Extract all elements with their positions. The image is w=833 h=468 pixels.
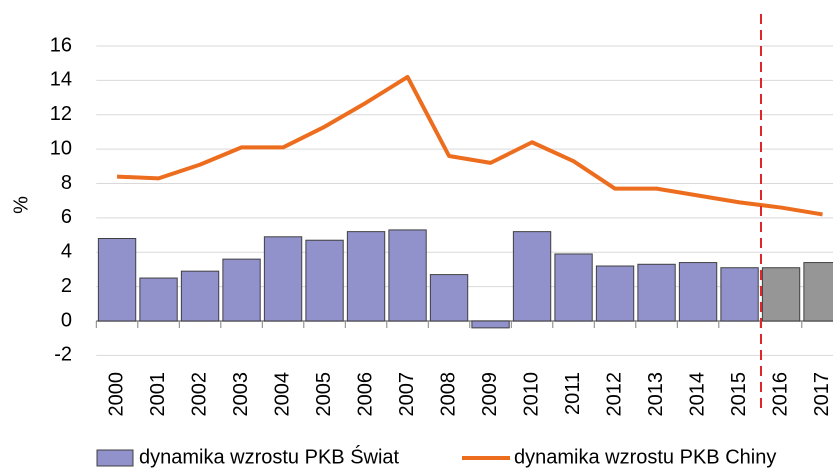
x-tick-label: 2003 [230, 372, 252, 417]
x-tick-label: 2011 [562, 372, 584, 415]
bar [720, 267, 759, 322]
x-tick-label: 2017 [811, 372, 833, 417]
x-tick-label: 2008 [437, 372, 459, 417]
x-tick-label: 2010 [520, 372, 542, 417]
bar [761, 267, 801, 322]
bar [388, 229, 427, 322]
bar [595, 265, 635, 322]
y-axis-label: % [10, 196, 32, 214]
bar [222, 258, 261, 322]
y-tick-label: 0 [61, 309, 72, 331]
y-tick-label: 12 [50, 103, 72, 125]
bar [97, 238, 137, 322]
x-tick-label: 2016 [769, 372, 791, 417]
bar [554, 253, 593, 322]
bar [429, 274, 469, 322]
x-tick-label: 2001 [147, 372, 169, 417]
y-tick-label: 6 [61, 206, 72, 228]
x-tick-label: 2000 [105, 372, 127, 417]
bar [637, 263, 676, 322]
legend-label: dynamika wzrostu PKB Chiny [514, 446, 776, 468]
legend-label: dynamika wzrostu PKB Świat [139, 444, 400, 468]
x-tick-label: 2009 [479, 372, 501, 417]
y-tick-label: -2 [54, 344, 72, 366]
x-tick-label: 2006 [354, 372, 376, 417]
y-tick-label: 16 [50, 34, 72, 56]
bar [512, 231, 552, 322]
line [116, 74, 823, 217]
y-tick-label: 4 [61, 241, 72, 263]
x-tick-label: 2014 [686, 372, 708, 417]
legend-swatch [96, 449, 134, 467]
x-tick-label: 2012 [603, 372, 625, 417]
x-tick-label: 2015 [728, 372, 750, 417]
x-tick-label: 2005 [313, 372, 335, 417]
bar [263, 236, 303, 322]
x-tick-label: 2013 [645, 372, 667, 417]
x-tick-label: 2004 [271, 372, 293, 417]
y-tick-label: 8 [61, 172, 72, 194]
bar [346, 231, 386, 322]
bar [678, 262, 718, 322]
y-tick-label: 14 [50, 69, 72, 91]
y-tick-label: 2 [61, 275, 72, 297]
bar [139, 277, 178, 322]
bar [471, 320, 510, 329]
y-tick-label: 10 [50, 137, 72, 159]
bar [180, 270, 220, 322]
bar [305, 239, 344, 322]
x-tick-label: 2002 [188, 372, 210, 417]
x-tick-label: 2007 [396, 372, 418, 417]
bar [803, 262, 833, 322]
